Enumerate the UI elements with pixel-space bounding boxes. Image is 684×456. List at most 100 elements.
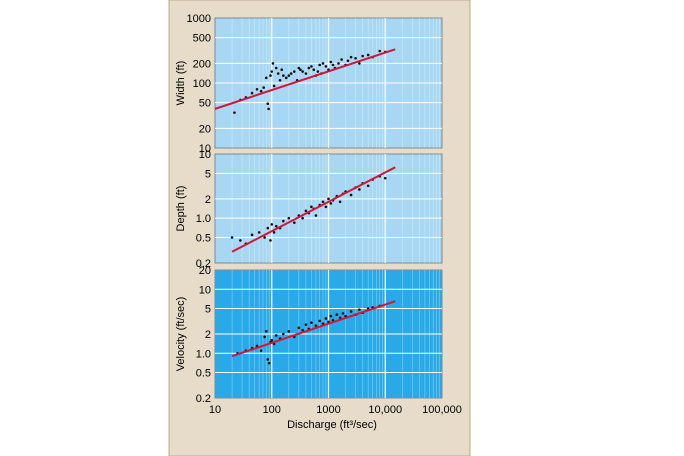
y-axis-label: Velocity (ft/sec) [175, 297, 187, 372]
data-point [271, 62, 275, 65]
y-tick-label: 50 [199, 98, 211, 110]
data-point [358, 188, 361, 191]
data-point [278, 79, 282, 82]
data-point [310, 321, 313, 325]
data-point [270, 70, 274, 73]
y-tick-label: 20 [199, 265, 211, 277]
x-tick-label: 100 [263, 404, 281, 416]
data-point [378, 49, 382, 53]
data-point [329, 314, 333, 318]
x-axis-label: Discharge (ft³/sec) [287, 419, 377, 431]
data-point [282, 74, 285, 77]
data-point [312, 68, 316, 72]
data-point [255, 87, 259, 91]
y-tick-label: 100 [193, 78, 211, 90]
data-point [329, 202, 333, 205]
data-point [274, 334, 278, 337]
data-point [346, 59, 350, 63]
data-point [266, 102, 270, 106]
data-point [239, 239, 242, 242]
data-point [327, 197, 330, 201]
x-tick-label: 10,000 [368, 404, 402, 416]
data-point [337, 62, 340, 65]
data-point [272, 84, 276, 88]
data-point [314, 214, 318, 217]
y-tick-label: 0.2 [196, 258, 211, 270]
data-point [349, 55, 353, 59]
x-tick-label: 1000 [316, 404, 340, 416]
data-point [354, 56, 357, 60]
data-point [314, 324, 318, 327]
data-point [250, 233, 254, 237]
data-point [262, 86, 265, 89]
data-point [301, 328, 304, 332]
data-point [335, 313, 339, 317]
data-point [259, 89, 263, 93]
data-point [289, 72, 293, 75]
data-point [274, 224, 278, 228]
data-point [341, 312, 345, 315]
data-point [301, 70, 304, 73]
x-tick-label: 10 [209, 404, 221, 416]
data-point [358, 62, 361, 65]
data-point [266, 358, 270, 361]
data-point [287, 74, 291, 77]
data-point [340, 58, 343, 61]
data-point [269, 239, 272, 242]
y-tick-label: 2 [205, 194, 211, 206]
panel-depth: 10 5 2 1.0 0.5 0.2 Depth (ft) [175, 149, 443, 270]
y-tick-label: 2 [205, 329, 211, 341]
trend-line [214, 48, 396, 110]
data-point [293, 70, 296, 73]
y-tick-label: 1.0 [196, 213, 211, 225]
data-point [233, 111, 236, 114]
data-point [280, 68, 284, 72]
data-point [301, 216, 304, 220]
data-point [349, 193, 353, 197]
y-tick-label: 5 [205, 168, 211, 180]
data-point [267, 361, 271, 365]
y-tick-label: 0.2 [196, 393, 211, 405]
data-point [307, 66, 311, 70]
x-tick-label: 100,000 [422, 404, 462, 416]
data-point [338, 200, 342, 204]
data-point [230, 236, 234, 239]
y-tick-label: 1.0 [196, 348, 211, 360]
data-point [331, 318, 335, 322]
data-point [272, 231, 276, 234]
y-tick-label: 10 [199, 149, 211, 161]
y-tick-label: 10 [199, 284, 211, 296]
data-point [321, 62, 325, 65]
data-point [259, 349, 263, 352]
x-axis-ticks: 10 100 1000 10,000 100,000 [209, 404, 462, 416]
trend-line [231, 166, 396, 253]
data-point [299, 68, 302, 72]
data-point [304, 323, 308, 326]
data-point [361, 54, 364, 58]
data-point [318, 319, 322, 323]
data-point [383, 176, 387, 180]
data-point [274, 66, 278, 70]
data-point [257, 231, 261, 234]
y-tick-label: 1000 [187, 13, 211, 25]
data-point [250, 91, 254, 95]
data-point [297, 66, 301, 70]
data-point [293, 221, 296, 224]
y-tick-label: 10 [199, 143, 211, 155]
data-point [284, 76, 288, 80]
data-point [304, 72, 308, 75]
trend-line [231, 300, 396, 358]
data-point [269, 74, 272, 77]
data-point [270, 223, 274, 226]
y-axis-label: Depth (ft) [175, 186, 187, 232]
data-point [321, 200, 325, 204]
data-point [349, 310, 353, 313]
data-point [331, 63, 335, 67]
data-point [338, 316, 342, 319]
data-point [263, 335, 266, 339]
y-tick-label: 200 [193, 58, 211, 70]
data-point [324, 317, 328, 320]
data-point [264, 76, 268, 80]
data-point [276, 72, 280, 75]
